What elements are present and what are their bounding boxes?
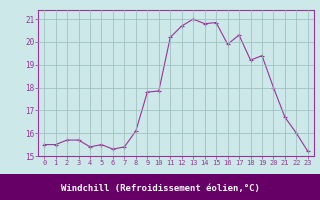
- Text: Windchill (Refroidissement éolien,°C): Windchill (Refroidissement éolien,°C): [60, 184, 260, 193]
